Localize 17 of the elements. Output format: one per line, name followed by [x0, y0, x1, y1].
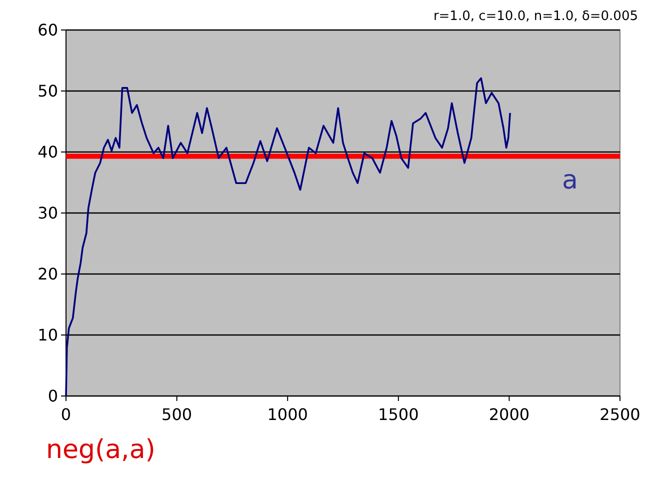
y-tick-label: 60	[38, 20, 58, 40]
ref-line-label: a	[562, 165, 578, 196]
x-tick-label: 0	[60, 405, 72, 424]
x-tick-label: 1000	[267, 405, 308, 424]
x-tick-label: 1500	[378, 405, 419, 424]
y-tick-label: 0	[48, 386, 58, 406]
x-tick-label: 2500	[600, 405, 640, 424]
x-tick-label: 500	[162, 405, 192, 424]
chart-subtitle: r=1.0, c=10.0, n=1.0, δ=0.005	[433, 9, 638, 24]
y-tick-label: 20	[38, 264, 58, 284]
text: neg(a,a)	[46, 435, 156, 465]
line-series	[65, 77, 511, 397]
y-tick-label: 10	[38, 326, 58, 345]
y-tick-label: 40	[38, 142, 58, 162]
y-tick-label: 30	[38, 204, 58, 223]
y-tick-label: 50	[38, 82, 58, 101]
x-tick-label: 2000	[488, 405, 530, 424]
